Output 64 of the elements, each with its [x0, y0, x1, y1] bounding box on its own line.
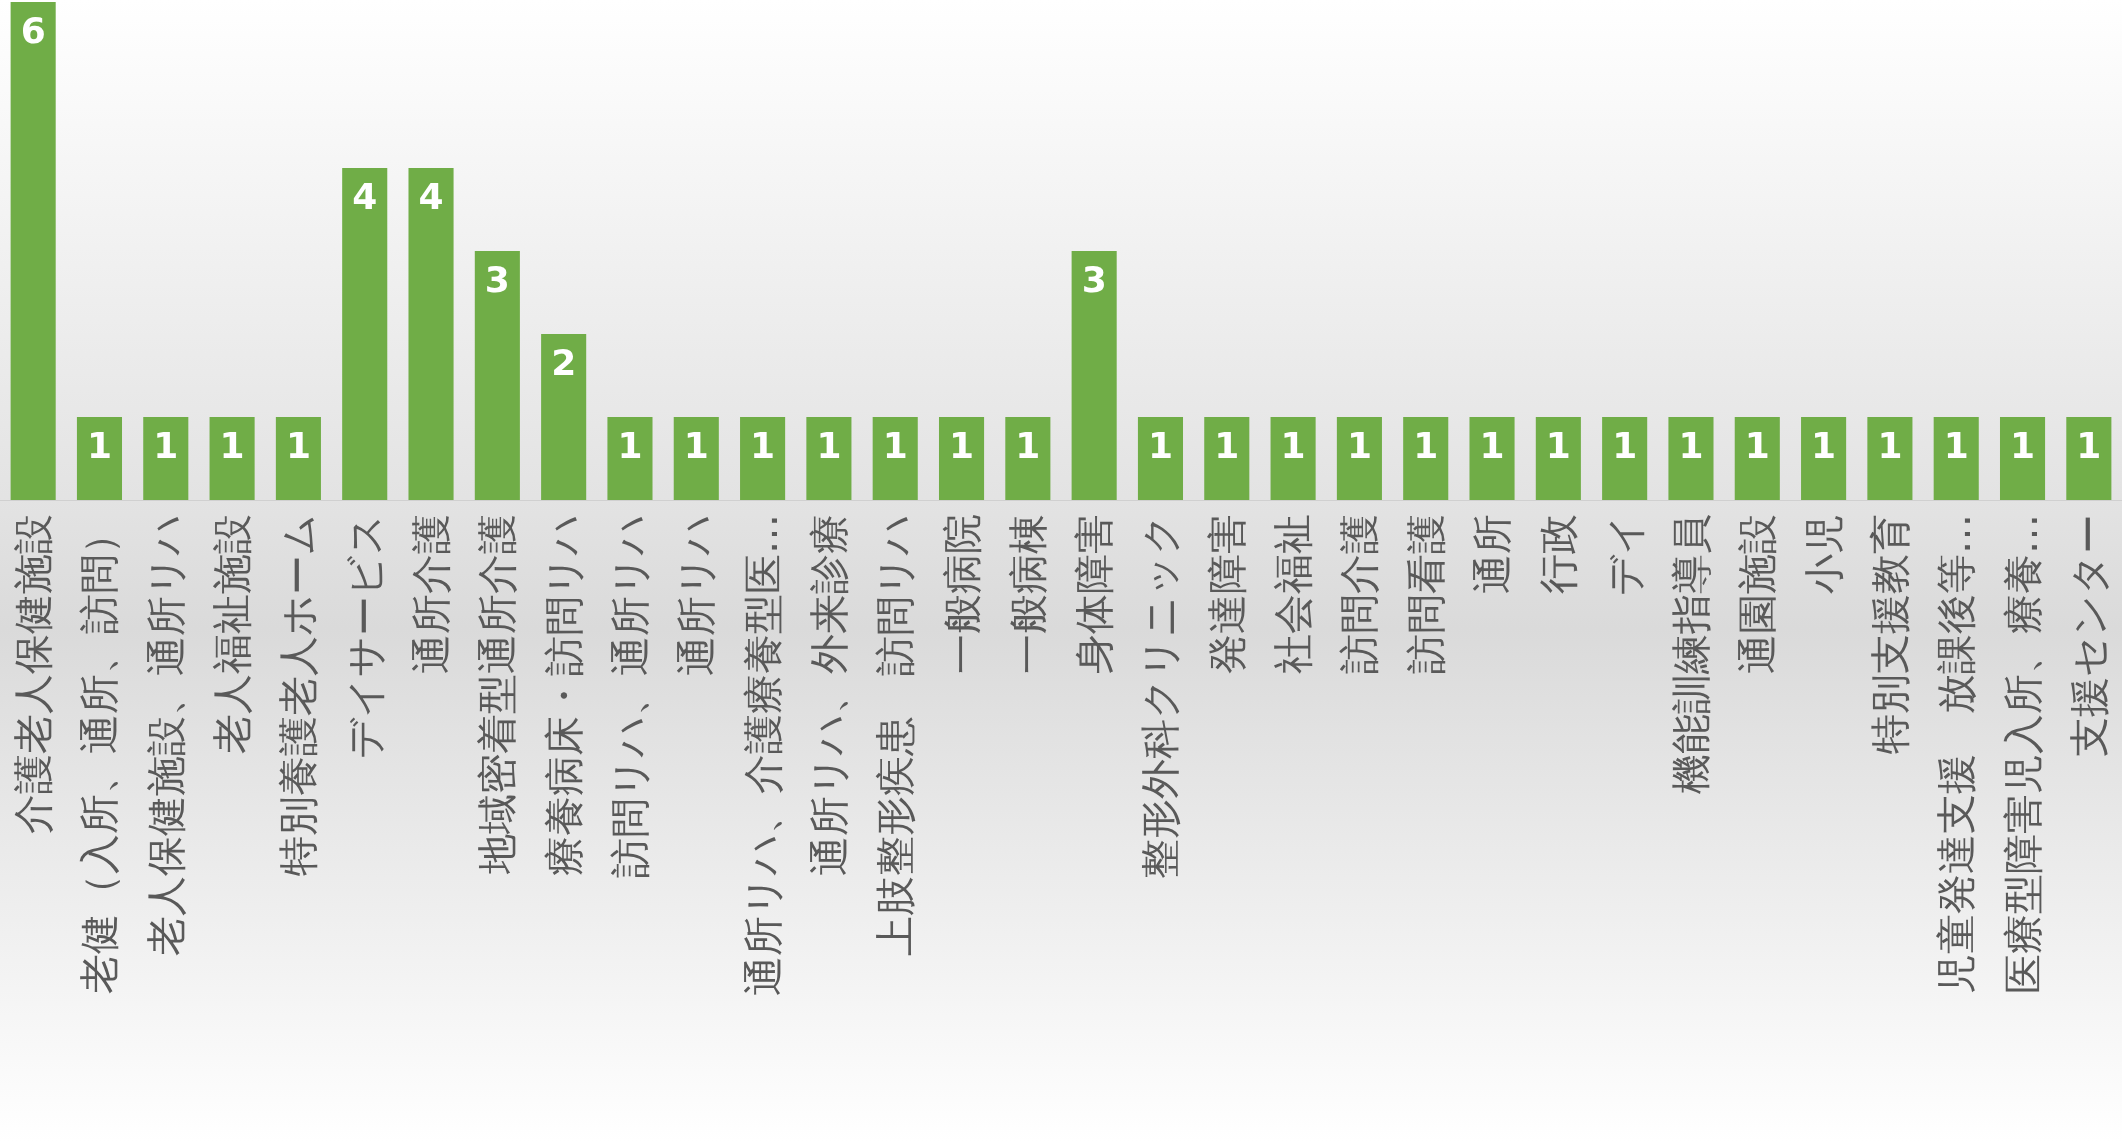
x-tick-label: 通所リハ、外来診療: [805, 514, 852, 876]
data-label: 1: [683, 424, 709, 466]
x-tick-label: 訪問リハ、通所リハ: [606, 514, 653, 878]
x-tick-label: 通所リハ、介護療養型医…: [739, 514, 786, 996]
data-label: 1: [1877, 424, 1903, 466]
data-label: 6: [20, 9, 46, 51]
data-label: 1: [949, 424, 975, 466]
x-tick-label: 訪問介護: [1336, 514, 1383, 674]
data-label: 1: [1147, 424, 1173, 466]
data-label: 2: [551, 341, 577, 383]
data-label: 1: [1280, 424, 1306, 466]
data-label: 1: [86, 424, 112, 466]
data-label: 1: [2010, 424, 2036, 466]
x-tick-label: 老健（入所、通所、訪問）: [76, 514, 123, 994]
data-label: 1: [153, 424, 179, 466]
x-tick-label: 療養病床・訪問リハ: [540, 514, 587, 876]
data-label: 1: [1612, 424, 1638, 466]
x-tick-label: 訪問看護: [1402, 514, 1449, 674]
data-label: 1: [1943, 424, 1969, 466]
x-tick-label: 一般病院: [938, 514, 985, 674]
x-tick-label: 一般病棟: [1004, 514, 1051, 674]
x-tick-label: 特別支援教育: [1866, 514, 1913, 754]
data-label: 1: [1545, 424, 1571, 466]
x-tick-label: 整形外科クリニック: [1137, 514, 1184, 879]
x-tick-label: 機能訓練指導員: [1667, 514, 1714, 794]
x-tick-label: 通所介護: [408, 514, 455, 674]
data-label: 1: [1015, 424, 1041, 466]
x-tick-label: 老人福祉施設: [209, 514, 256, 754]
data-label: 1: [1744, 424, 1770, 466]
x-tick-label: 上肢整形疾患 訪問リハ: [872, 514, 919, 956]
x-tick-label: 地域密着型通所介護: [474, 514, 521, 875]
x-tick-label: デイサービス: [341, 514, 388, 759]
data-label: 1: [750, 424, 776, 466]
data-label: 1: [285, 424, 311, 466]
x-tick-label: 児童発達支援 放課後等…: [1933, 514, 1980, 994]
x-tick-label: 行政: [1535, 514, 1582, 594]
data-label: 4: [418, 175, 444, 217]
data-label: 1: [1214, 424, 1240, 466]
x-tick-label: 社会福祉: [1270, 514, 1317, 674]
x-tick-label: 通所リハ: [673, 514, 720, 676]
x-tick-label: 身体障害: [1071, 514, 1118, 674]
data-label: 3: [484, 258, 510, 300]
data-label: 1: [617, 424, 643, 466]
data-label: 3: [1081, 258, 1107, 300]
data-label: 1: [882, 424, 908, 466]
x-tick-label: 小児: [1800, 514, 1847, 594]
x-tick-label: 介護老人保健施設: [10, 514, 57, 834]
data-label: 1: [1413, 424, 1439, 466]
data-label: 4: [352, 175, 378, 217]
data-label: 1: [2076, 424, 2102, 466]
x-tick-label: デイ: [1601, 514, 1648, 596]
x-tick-label: 老人保健施設、通所リハ: [142, 514, 189, 956]
data-label: 1: [1346, 424, 1372, 466]
x-tick-label: 医療型障害児入所、療養…: [1999, 514, 2046, 994]
x-tick-label: 通所: [1469, 514, 1516, 594]
data-label: 1: [219, 424, 245, 466]
x-tick-label: 発達障害: [1203, 514, 1250, 674]
data-label: 1: [1678, 424, 1704, 466]
data-label: 1: [1811, 424, 1837, 466]
data-label: 1: [816, 424, 842, 466]
x-tick-label: 特別養護老人ホーム: [275, 514, 322, 876]
x-tick-label: 支援センター: [2065, 514, 2112, 757]
data-label: 1: [1479, 424, 1505, 466]
x-tick-label: 通園施設: [1734, 514, 1781, 674]
